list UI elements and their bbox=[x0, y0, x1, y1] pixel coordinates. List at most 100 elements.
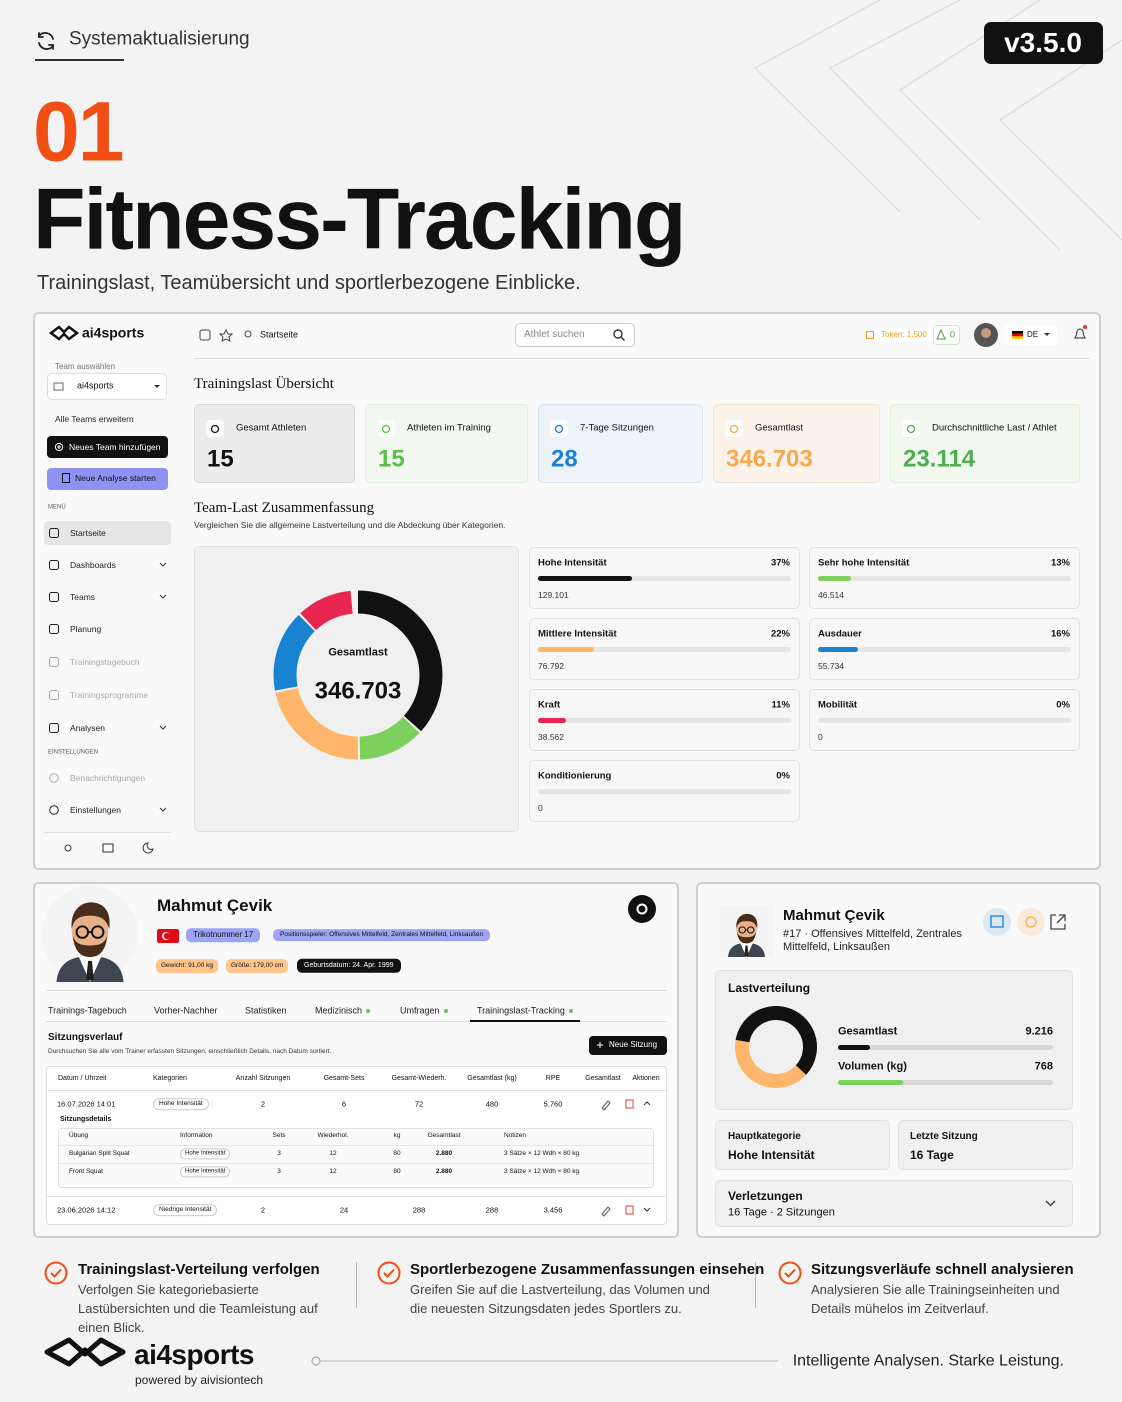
active-menu-bg bbox=[44, 521, 171, 545]
menu-icon bbox=[49, 723, 59, 733]
details-header-line bbox=[59, 1145, 653, 1146]
stat-icon-glyph bbox=[210, 424, 220, 434]
new-session-button[interactable] bbox=[589, 1036, 667, 1055]
icon-part bbox=[727, 913, 766, 957]
language-chip bbox=[1005, 325, 1057, 345]
feature-separator bbox=[755, 1262, 756, 1308]
category-name: Ausdauer bbox=[818, 628, 862, 640]
tab[interactable]: Trainingslast-Tracking bbox=[477, 1005, 565, 1016]
settings-item[interactable]: Benachrichtigungen bbox=[70, 772, 146, 783]
details-header: Sets bbox=[272, 1132, 286, 1140]
details-cell: 2.880 bbox=[435, 1150, 453, 1158]
settings-icon bbox=[49, 805, 59, 815]
table-cell: 288 bbox=[485, 1205, 499, 1215]
table-header: RPE bbox=[545, 1074, 561, 1082]
settings-icon bbox=[49, 773, 59, 783]
metric-bar bbox=[838, 1045, 871, 1050]
table-cell: 72 bbox=[414, 1099, 424, 1109]
chevron bbox=[1045, 1200, 1056, 1207]
athlete-donut bbox=[735, 1006, 817, 1088]
icon-part bbox=[38, 32, 54, 40]
category-name: Kraft bbox=[538, 699, 561, 711]
icon-part bbox=[199, 329, 211, 341]
category-bar bbox=[538, 576, 632, 581]
menu-item[interactable]: Startseite bbox=[70, 527, 106, 538]
search-box[interactable] bbox=[515, 323, 635, 347]
row-actions bbox=[601, 1205, 651, 1217]
icon-part bbox=[42, 886, 138, 982]
icon-part bbox=[48, 325, 80, 341]
feature-text: Verfolgen Sie kategoriebasierte Lastüber… bbox=[78, 1282, 318, 1335]
icon-part bbox=[38, 42, 54, 50]
menu-item[interactable]: Dashboards bbox=[70, 559, 116, 570]
tab[interactable]: Trainings-Tagebuch bbox=[48, 1005, 127, 1016]
height-chip: Größe: 179,00 cm bbox=[226, 959, 289, 973]
settings-label: EINSTELLUNGEN bbox=[48, 749, 99, 756]
status-dot bbox=[366, 1009, 371, 1013]
tab[interactable]: Umfragen bbox=[400, 1005, 440, 1016]
icon-part bbox=[643, 1207, 651, 1212]
category-share: 16% bbox=[1050, 628, 1070, 640]
tab[interactable]: Statistiken bbox=[245, 1005, 287, 1016]
icon-part bbox=[86, 960, 94, 981]
menu-item[interactable]: Teams bbox=[70, 591, 96, 602]
position-chip: Positionsspieler: Offensives Mittelfeld,… bbox=[273, 929, 491, 941]
stat-icon bbox=[206, 420, 224, 437]
table-cell: 24 bbox=[339, 1205, 349, 1215]
feature-title: Sportlerbezogene Zusammenfassungen einse… bbox=[410, 1261, 765, 1278]
donut-chart bbox=[273, 590, 443, 760]
plus-icon bbox=[54, 442, 64, 452]
chevron bbox=[1044, 333, 1050, 336]
details-header: Wiederhol. bbox=[317, 1132, 349, 1140]
alerts-chip bbox=[933, 325, 960, 345]
icon-part bbox=[999, 39, 1122, 241]
settings-button[interactable] bbox=[628, 895, 656, 923]
details-cell: 2.880 bbox=[435, 1168, 453, 1176]
injuries-box[interactable] bbox=[715, 1180, 1073, 1227]
add-team-button[interactable] bbox=[47, 436, 168, 458]
sidebar-footer-line bbox=[44, 832, 171, 833]
donut-segment bbox=[273, 590, 443, 760]
icon-part bbox=[936, 328, 946, 340]
icon-part bbox=[49, 805, 59, 815]
page-title: Fitness-Tracking bbox=[33, 171, 686, 268]
settings-item[interactable]: Einstellungen bbox=[70, 804, 122, 815]
category-bar bbox=[538, 718, 566, 723]
category-track bbox=[818, 576, 1071, 581]
category-share: 0% bbox=[1056, 699, 1070, 711]
new-analysis-button[interactable] bbox=[47, 468, 168, 490]
details-table bbox=[58, 1128, 654, 1188]
icon-part bbox=[159, 807, 167, 812]
profile-avatar bbox=[42, 886, 138, 982]
expand-teams: Alle Teams erweitern bbox=[55, 413, 134, 424]
icon-part bbox=[159, 725, 167, 730]
table-header: Aktionen bbox=[632, 1074, 660, 1082]
icon-part bbox=[218, 328, 234, 342]
toolbar-icons bbox=[199, 328, 252, 342]
menu-item[interactable]: Trainingsprogramme bbox=[70, 689, 149, 700]
table-cell: 3.456 bbox=[543, 1205, 563, 1215]
icon-part bbox=[383, 1268, 395, 1278]
icon-part bbox=[1044, 333, 1050, 336]
stat-icon bbox=[550, 420, 568, 437]
menu-item[interactable]: Trainingstagebuch bbox=[70, 656, 140, 667]
category-track bbox=[538, 718, 791, 723]
stat-label: Athleten im Training bbox=[407, 422, 491, 434]
table-cell: 5.760 bbox=[543, 1099, 563, 1109]
category-load: 129.101 bbox=[538, 589, 569, 600]
tab[interactable]: Vorher-Nachher bbox=[154, 1005, 218, 1016]
active-tab-underline bbox=[470, 1020, 580, 1022]
menu-item[interactable]: Analysen bbox=[70, 722, 105, 733]
select-icons bbox=[53, 382, 160, 391]
chevron bbox=[159, 807, 167, 812]
tab[interactable]: Medizinisch bbox=[315, 1005, 363, 1016]
feature-title: Sitzungsverläufe schnell analysieren bbox=[811, 1261, 1074, 1278]
icon-part bbox=[1050, 914, 1066, 930]
icon-part bbox=[1083, 325, 1087, 329]
details-header: kg bbox=[393, 1132, 401, 1140]
row-divider bbox=[47, 1196, 666, 1197]
icon-part bbox=[636, 903, 648, 915]
athlete-subtitle: #17 · Offensives Mittelfeld, Zentrales M… bbox=[783, 928, 962, 954]
icon-part bbox=[49, 560, 59, 570]
menu-item[interactable]: Planung bbox=[70, 623, 102, 634]
